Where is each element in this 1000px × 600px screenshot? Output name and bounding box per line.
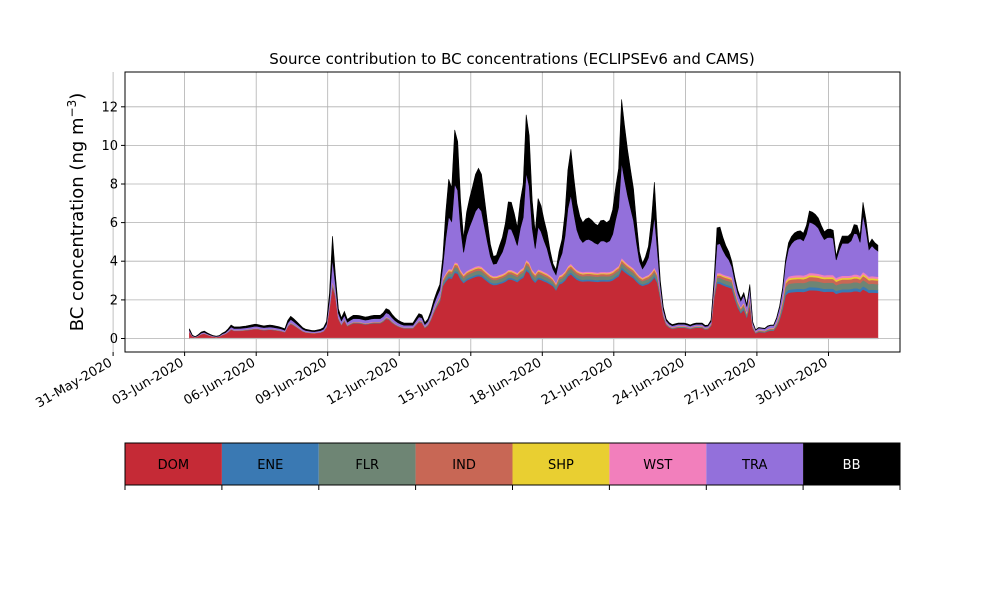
- plot-frame: [124, 71, 901, 353]
- chart-title: Source contribution to BC concentrations…: [269, 50, 754, 68]
- legend-label-tra: TRA: [741, 458, 767, 473]
- legend-swatch-flr: [318, 443, 416, 485]
- legend-label-ene: ENE: [257, 458, 283, 473]
- legend-label-flr: FLR: [355, 458, 379, 473]
- stacked-areas: [189, 99, 879, 340]
- legend-swatch-bb: [803, 443, 900, 485]
- legend-label-ind: IND: [452, 458, 476, 473]
- legend-swatch-shp: [512, 443, 610, 485]
- legend-label-dom: DOM: [158, 458, 189, 473]
- y-tick-label: 0: [110, 332, 118, 347]
- y-tick-label: 4: [110, 255, 118, 270]
- legend: DOM ENE FLR IND SHP WST TRA BB: [124, 442, 901, 490]
- area-bb: [189, 99, 879, 338]
- y-tick-label: 10: [101, 139, 118, 154]
- legend-label-shp: SHP: [548, 458, 574, 473]
- y-tick-label: 12: [101, 100, 118, 115]
- legend-label-wst: WST: [643, 458, 672, 473]
- legend-label-bb: BB: [843, 458, 861, 473]
- y-tick-label: 6: [110, 216, 118, 231]
- legend-swatch-ind: [415, 443, 513, 485]
- legend-swatch-wst: [609, 443, 707, 485]
- legend-swatch-dom: [125, 443, 222, 485]
- y-tick-label: 8: [110, 178, 118, 193]
- legend-swatch-ene: [221, 443, 319, 485]
- y-axis-label: BC concentration (ng m−3): [65, 93, 88, 332]
- legend-swatch-tra: [706, 443, 804, 485]
- y-tick-label: 2: [110, 293, 118, 308]
